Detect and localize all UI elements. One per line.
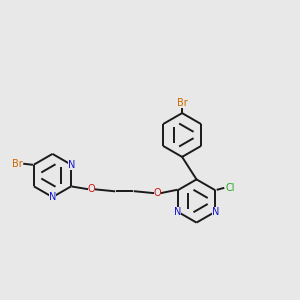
- Text: Br: Br: [12, 159, 22, 169]
- Text: N: N: [212, 207, 219, 217]
- Text: O: O: [154, 188, 161, 198]
- Text: Br: Br: [177, 98, 188, 108]
- Text: N: N: [174, 207, 182, 217]
- Text: N: N: [49, 192, 56, 202]
- Text: O: O: [88, 184, 95, 194]
- Text: Cl: Cl: [226, 183, 235, 193]
- Text: N: N: [68, 160, 76, 170]
